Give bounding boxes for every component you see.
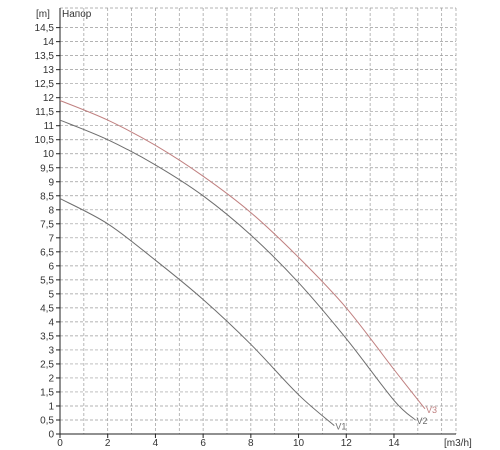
y-tick-label: 9,5 (40, 163, 54, 174)
y-tick-label: 0,5 (40, 415, 54, 426)
y-tick-label: 12,5 (35, 79, 55, 90)
x-tick-label: 2 (105, 438, 111, 449)
y-tick-label: 13,5 (35, 51, 55, 62)
y-tick-label: 6,5 (40, 247, 54, 258)
y-tick-label: 10 (43, 149, 55, 160)
x-tick-label: 8 (248, 438, 254, 449)
series-label-v3: V3 (426, 405, 437, 415)
y-tick-label: 8 (48, 205, 54, 216)
y-tick-label: 4 (48, 317, 54, 328)
axis-ticks: 00,511,522,533,544,555,566,577,588,599,5… (35, 23, 400, 449)
y-tick-label: 12 (43, 93, 55, 104)
series-lines (59, 100, 426, 426)
y-tick-label: 0 (48, 430, 54, 441)
x-tick-label: 12 (341, 438, 353, 449)
y-tick-label: 5,5 (40, 275, 54, 286)
y-tick-label: 7,5 (40, 219, 54, 230)
y-tick-label: 13 (43, 65, 55, 76)
y-tick-label: 5 (48, 289, 54, 300)
series-label-v1: V1 (335, 422, 346, 432)
y-tick-label: 9 (48, 177, 54, 188)
x-tick-label: 10 (293, 438, 305, 449)
series-line-v2 (59, 119, 416, 421)
y-axis-label: [m] (36, 9, 50, 20)
y-tick-label: 1,5 (40, 387, 54, 398)
axes (59, 8, 456, 435)
y-tick-label: 4,5 (40, 303, 54, 314)
y-tick-label: 6 (48, 261, 54, 272)
y-tick-label: 11,5 (35, 107, 54, 118)
x-tick-label: 4 (153, 438, 159, 449)
chart-title: Напор (62, 9, 92, 20)
series-label-v2: V2 (416, 416, 427, 426)
x-tick-label: 14 (388, 438, 400, 449)
y-tick-label: 10,5 (35, 135, 55, 146)
y-tick-label: 1 (48, 401, 54, 412)
grid-lines (60, 7, 457, 434)
y-tick-label: 2,5 (40, 359, 54, 370)
y-tick-label: 14,5 (35, 23, 55, 34)
series-line-v3 (59, 100, 426, 410)
y-tick-label: 3,5 (40, 331, 54, 342)
y-tick-label: 8,5 (40, 191, 54, 202)
series-line-v1 (59, 198, 335, 426)
y-tick-label: 7 (48, 233, 54, 244)
y-tick-label: 11 (44, 121, 55, 132)
x-tick-label: 6 (200, 438, 206, 449)
y-tick-label: 14 (43, 37, 55, 48)
y-tick-label: 3 (48, 345, 54, 356)
x-tick-label: 0 (57, 438, 63, 449)
x-axis-label: [m3/h] (444, 438, 472, 449)
y-tick-label: 2 (48, 373, 54, 384)
